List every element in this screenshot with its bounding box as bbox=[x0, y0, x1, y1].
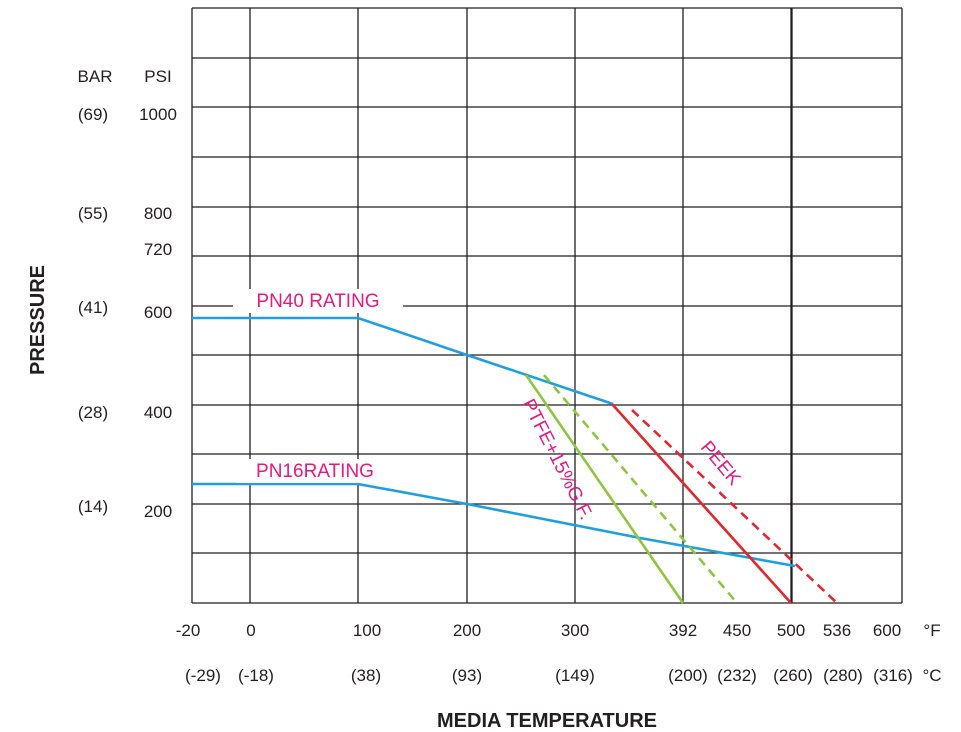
y-tick-psi: 200 bbox=[144, 502, 172, 521]
x-tick-c: (280) bbox=[823, 666, 863, 685]
x-tick-f: 500 bbox=[777, 621, 805, 640]
x-tick-c: (93) bbox=[452, 666, 482, 685]
y-tick-psi: 720 bbox=[144, 240, 172, 259]
y-tick-psi: 400 bbox=[144, 403, 172, 422]
x-tick-c: (38) bbox=[351, 666, 381, 685]
x-tick-c: (-29) bbox=[185, 666, 221, 685]
y-tick-psi: 600 bbox=[144, 303, 172, 322]
series-label-peek: PEEK bbox=[696, 437, 745, 490]
y-axis-label: PRESSURE bbox=[27, 265, 49, 375]
series-line bbox=[524, 374, 685, 604]
x-tick-f: 450 bbox=[723, 621, 751, 640]
x-tick-c: (316) bbox=[873, 666, 913, 685]
y-tick-psi: 1000 bbox=[139, 105, 177, 124]
x-tick-c: (260) bbox=[773, 666, 813, 685]
chart-grid: 1000(69)800(55)720600(41)400(28)200(14)-… bbox=[78, 7, 913, 685]
y-tick-bar: (55) bbox=[78, 204, 108, 223]
x-tick-f: 600 bbox=[873, 621, 901, 640]
x-unit-f: °F bbox=[923, 621, 940, 640]
x-tick-f: 0 bbox=[246, 621, 255, 640]
x-tick-f: -20 bbox=[176, 621, 201, 640]
y-tick-psi: 800 bbox=[144, 204, 172, 223]
chart-series bbox=[192, 316, 838, 604]
series-line bbox=[192, 316, 614, 406]
y-tick-bar: (14) bbox=[78, 497, 108, 516]
y-unit-psi: PSI bbox=[144, 67, 171, 86]
x-tick-c: (-18) bbox=[238, 666, 274, 685]
series-line bbox=[631, 409, 838, 604]
series-label-pn40: PN40 RATING bbox=[256, 291, 379, 312]
x-tick-c: (149) bbox=[555, 666, 595, 685]
label-backdrop bbox=[233, 289, 403, 313]
x-tick-c: (232) bbox=[717, 666, 757, 685]
y-tick-bar: (41) bbox=[78, 298, 108, 317]
y-tick-bar: (28) bbox=[78, 403, 108, 422]
series-line bbox=[543, 374, 738, 604]
x-tick-c: (200) bbox=[668, 666, 708, 685]
x-tick-f: 200 bbox=[453, 621, 481, 640]
label-backdrop bbox=[236, 459, 394, 483]
x-tick-f: 536 bbox=[823, 621, 851, 640]
x-unit-c: °C bbox=[922, 666, 941, 685]
y-tick-bar: (69) bbox=[78, 105, 108, 124]
series-label-pn16: PN16RATING bbox=[256, 461, 374, 482]
series-line bbox=[192, 482, 796, 568]
x-axis-label: MEDIA TEMPERATURE bbox=[437, 710, 657, 732]
series-line bbox=[611, 403, 792, 604]
y-unit-bar: BAR bbox=[78, 67, 113, 86]
x-tick-f: 300 bbox=[561, 621, 589, 640]
x-tick-f: 100 bbox=[353, 621, 381, 640]
x-tick-f: 392 bbox=[669, 621, 697, 640]
